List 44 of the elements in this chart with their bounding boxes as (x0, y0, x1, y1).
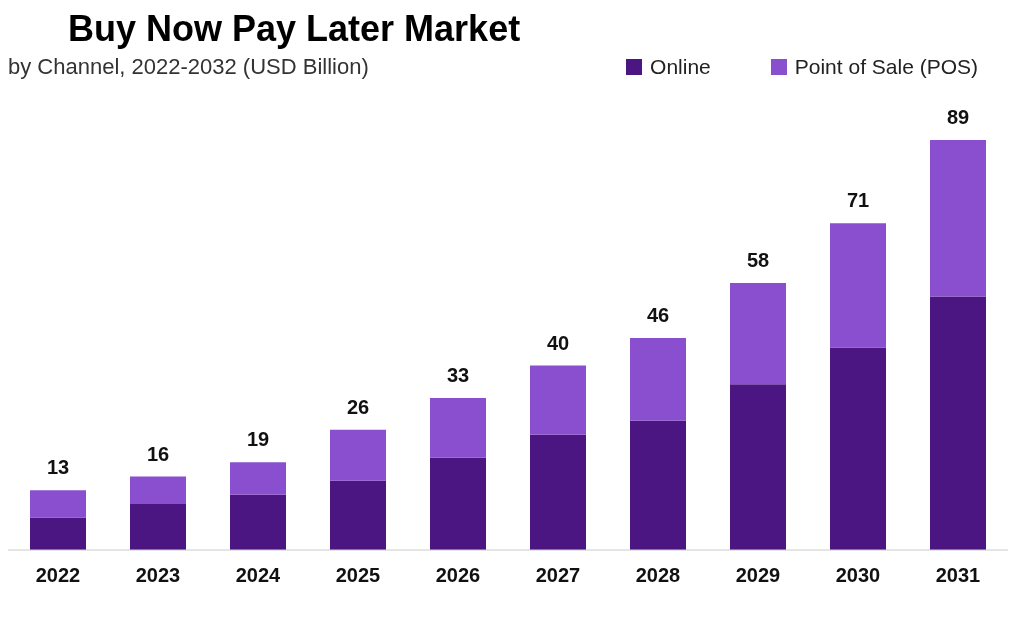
bar (430, 397, 486, 458)
annotation: 26 (346, 395, 370, 418)
bar (430, 457, 486, 550)
bar (930, 140, 986, 297)
annotation: 58 (746, 249, 770, 272)
text: 89 (946, 106, 970, 128)
bar (830, 347, 886, 550)
bar (530, 365, 586, 435)
x-tick-label: 2025 (335, 564, 381, 587)
bar (30, 490, 86, 518)
annotation: 46 (646, 304, 670, 327)
x-tick-label: 2031 (935, 564, 981, 587)
x-tick-label: 2030 (835, 564, 881, 587)
legend-label: Online (649, 55, 711, 79)
annotation: 33 (446, 363, 470, 386)
bar (330, 480, 386, 550)
annotation: 19 (246, 428, 270, 451)
annotation: 16 (146, 442, 170, 465)
x-tick-label: 2027 (535, 564, 581, 587)
annotation: 71 (846, 189, 870, 212)
x-tick-label: 2024 (235, 564, 282, 587)
bar (730, 384, 786, 550)
bar (230, 494, 286, 550)
annotation: 40 (546, 331, 570, 354)
annotation: 13 (46, 456, 70, 479)
x-tick-label: 2022 (35, 564, 81, 587)
bar (630, 420, 686, 550)
bar (530, 434, 586, 550)
x-tick-label: 2026 (435, 564, 481, 587)
bar (30, 517, 86, 550)
bar (130, 504, 186, 550)
x-tick-label: 2023 (135, 564, 181, 587)
chart-title: Buy Now Pay Later Market (68, 8, 522, 50)
bar (130, 476, 186, 505)
chart-subtitle: by Channel, 2022-2032 (USD Billion) (8, 54, 369, 80)
bar (230, 462, 286, 495)
bar (730, 283, 786, 385)
bar (330, 429, 386, 481)
x-tick-label: 2029 (735, 564, 781, 587)
bar (930, 296, 986, 550)
bar (630, 338, 686, 421)
x-tick-label: 2028 (635, 564, 681, 587)
legend-label: Point of Sale (POS) (793, 55, 978, 79)
bar (830, 223, 886, 348)
